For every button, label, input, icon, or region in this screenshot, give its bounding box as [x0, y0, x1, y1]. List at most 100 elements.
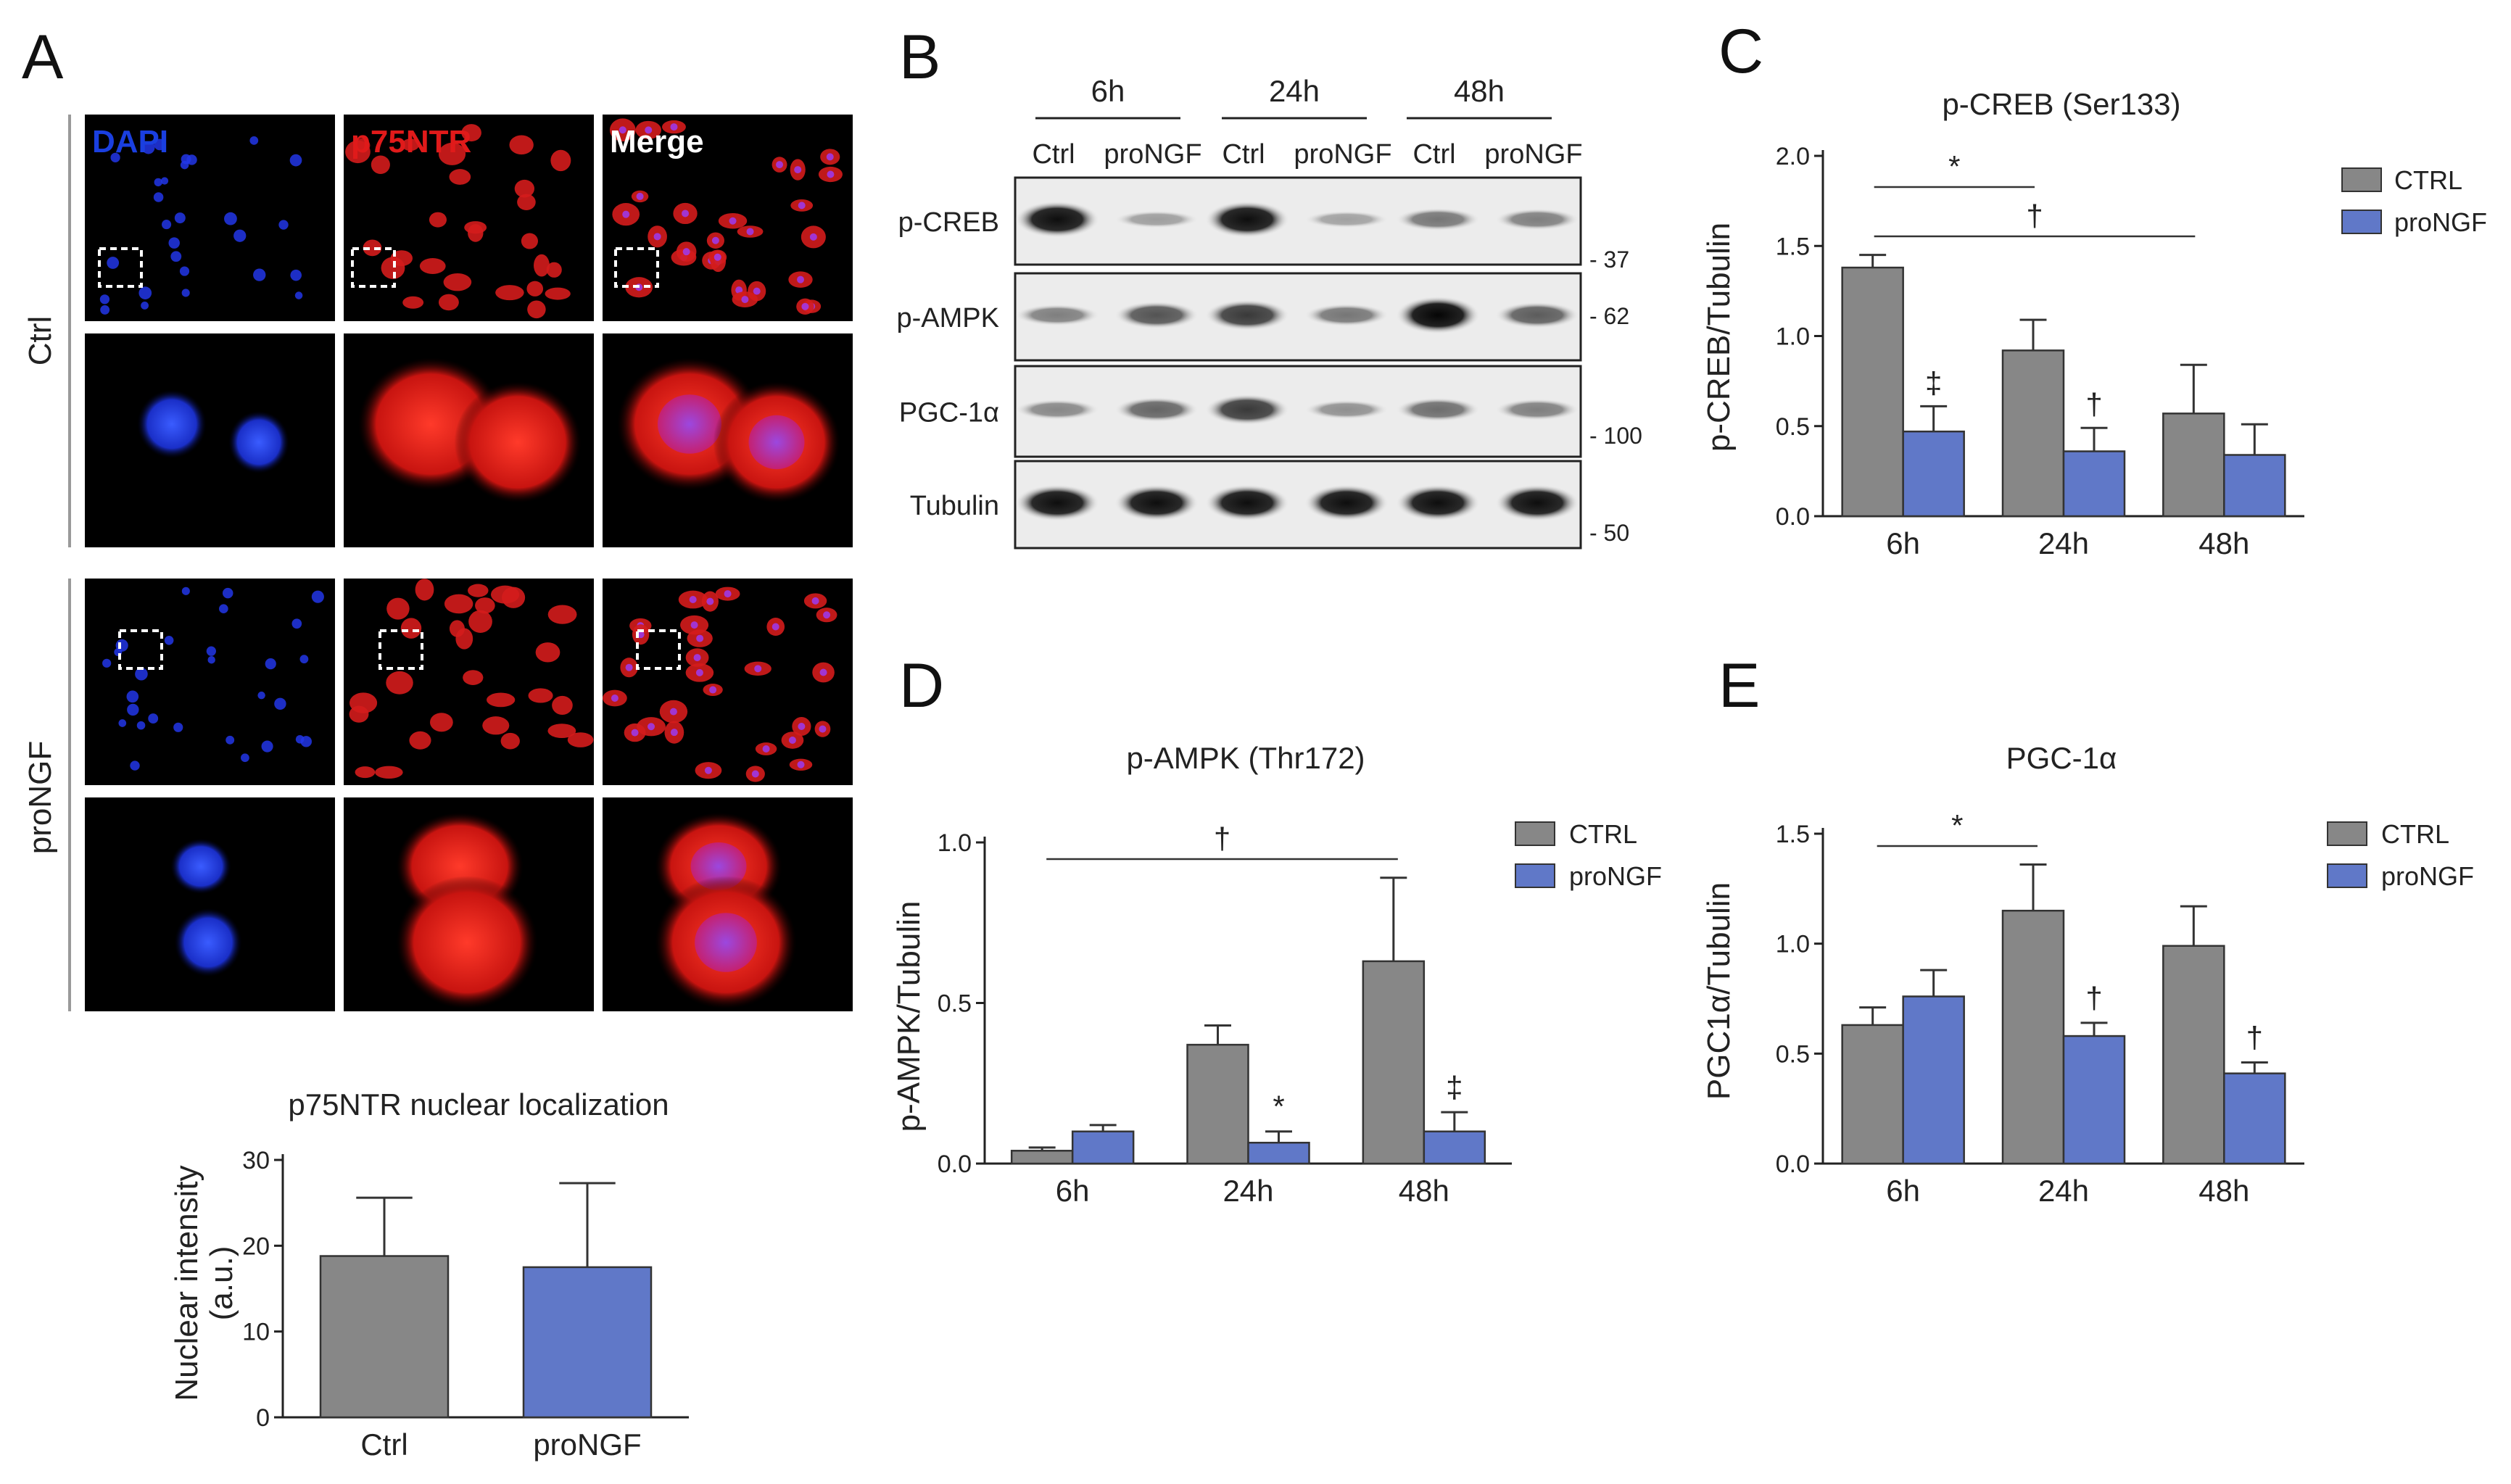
- significance-marker: *: [1273, 1090, 1284, 1124]
- zoom-region-box: [98, 247, 143, 288]
- nucleus-dot: [278, 220, 289, 230]
- nucleus-dot: [136, 721, 146, 730]
- cell-blob: [534, 254, 550, 277]
- nucleus-dot: [311, 590, 324, 603]
- merge-nucleus: [690, 621, 698, 629]
- blot-band: [1015, 399, 1099, 420]
- merge-nucleus: [776, 161, 784, 169]
- blot-strip: [1014, 272, 1582, 362]
- nucleus-dot: [164, 635, 174, 645]
- cell-blob: [349, 692, 378, 713]
- cell-blob: [449, 169, 471, 185]
- micrograph-background: [85, 333, 335, 547]
- chart-c-plot: 0.0 0.5 1.0 1.5 2.0 6h 24h 48h * † ‡ †: [1776, 143, 2304, 560]
- micrograph-background: [85, 797, 335, 1011]
- nucleus-dot: [206, 646, 216, 656]
- blot-band: [1396, 208, 1480, 231]
- timepoint-label: 24h: [1269, 74, 1320, 108]
- cell-blob: [527, 300, 546, 319]
- cell-blob: [552, 695, 573, 715]
- legend-c-swatch-ctrl: [2341, 167, 2382, 192]
- significance-marker: †: [2246, 1020, 2263, 1054]
- nucleus-dot: [179, 266, 190, 276]
- legend-e: CTRL proNGF: [2327, 819, 2474, 891]
- blot-label: p-CREB: [898, 207, 999, 238]
- blot-band: [1495, 208, 1579, 231]
- channel-label-p75ntr: p75NTR: [351, 124, 471, 159]
- merge-nucleus: [622, 210, 630, 218]
- nucleus-dot: [130, 760, 140, 771]
- cell-blob: [521, 233, 538, 249]
- nucleus: [170, 838, 231, 895]
- merge-nucleus: [826, 153, 834, 161]
- bar-ctrl-6h: [1841, 1024, 1904, 1165]
- legend-e-label-prongf: proNGF: [2381, 861, 2474, 891]
- nucleus: [174, 908, 242, 977]
- cell-blob: [375, 766, 403, 779]
- significance-marker: ‡: [1925, 365, 1942, 399]
- y-tick-label: 1.0: [1776, 931, 1810, 958]
- bar-prongf-48h: [1423, 1130, 1486, 1165]
- nucleus-dot: [257, 691, 265, 700]
- chart-d-ylabel: p-AMPK/Tubulin: [891, 901, 927, 1132]
- blot-band: [1396, 397, 1480, 422]
- x-category-label: 6h: [1886, 526, 1920, 560]
- cell-blob: [371, 155, 390, 174]
- micrograph-background: [85, 579, 335, 785]
- western-blot: 6h 24h 48h Ctrl proNGF Ctrl proNGF Ctrl proNGF p-…: [897, 74, 1642, 550]
- merge-nucleus: [637, 631, 645, 639]
- cell-blob: [429, 713, 453, 732]
- panel-letter-a: A: [22, 22, 64, 92]
- merge-nucleus: [788, 737, 796, 745]
- merge-nucleus: [729, 217, 737, 225]
- blot-strip: [1014, 365, 1582, 458]
- micrograph-background: [603, 579, 853, 785]
- cell-blob: [449, 620, 465, 637]
- lane-label: Ctrl: [1412, 139, 1455, 170]
- nucleus-dot: [253, 268, 266, 281]
- cell-blob: [402, 296, 424, 309]
- mw-marker: - 50: [1589, 520, 1629, 546]
- legend-c-label-prongf: proNGF: [2394, 207, 2487, 237]
- cell-blob: [528, 688, 553, 703]
- zoom-region-box: [118, 629, 163, 670]
- merge-nucleus: [724, 590, 732, 598]
- nucleus-dot: [162, 220, 172, 230]
- row-label-prongf: proNGF: [22, 741, 58, 854]
- row-label-ctrl: Ctrl: [22, 316, 58, 365]
- micrograph-prongf-merge-zoom: [603, 797, 853, 1011]
- nucleus-dot: [170, 251, 182, 262]
- x-category-label: 48h: [2198, 1174, 2249, 1208]
- bar-prongf-48h: [2223, 1072, 2286, 1165]
- chart-e-title: PGC-1α: [2006, 741, 2117, 775]
- bar-prongf-24h: [1247, 1141, 1310, 1165]
- merge-nucleus: [682, 248, 690, 256]
- merge-nucleus: [811, 597, 819, 605]
- blot-band: [1015, 201, 1099, 238]
- bar-prongf-6h: [1902, 430, 1965, 518]
- cell-blob: [468, 610, 492, 633]
- nucleus-dot: [261, 740, 273, 753]
- legend-c-label-ctrl: CTRL: [2394, 165, 2462, 195]
- legend-e-swatch-ctrl: [2327, 821, 2367, 846]
- nucleus-dot: [148, 713, 159, 724]
- merge-nucleus: [823, 611, 831, 619]
- bar-prongf-24h: [2062, 450, 2126, 518]
- cell-blob: [547, 605, 577, 624]
- nucleus-dot: [274, 697, 286, 710]
- chart-a-ylabel-1: Nuclear intensity: [169, 1165, 204, 1401]
- chart-d-plot: 0.0 0.5 1.0 6h 24h 48h † * ‡: [938, 821, 1512, 1208]
- nucleus-dot: [222, 587, 233, 599]
- cell-blob: [567, 732, 594, 747]
- bar-ctrl-Ctrl: [319, 1255, 450, 1419]
- cell-blob: [535, 642, 560, 663]
- cell-blob: [526, 281, 544, 297]
- micrograph-ctrl-dapi: DAPI: [85, 115, 335, 321]
- nucleus-dot: [107, 257, 120, 269]
- significance-marker: *: [1948, 149, 1960, 183]
- merge-nucleus: [735, 286, 743, 294]
- cell-blob: [386, 597, 410, 620]
- merge-nucleus: [827, 170, 835, 178]
- significance-marker: †: [2085, 387, 2102, 421]
- merge-nucleus: [653, 233, 661, 241]
